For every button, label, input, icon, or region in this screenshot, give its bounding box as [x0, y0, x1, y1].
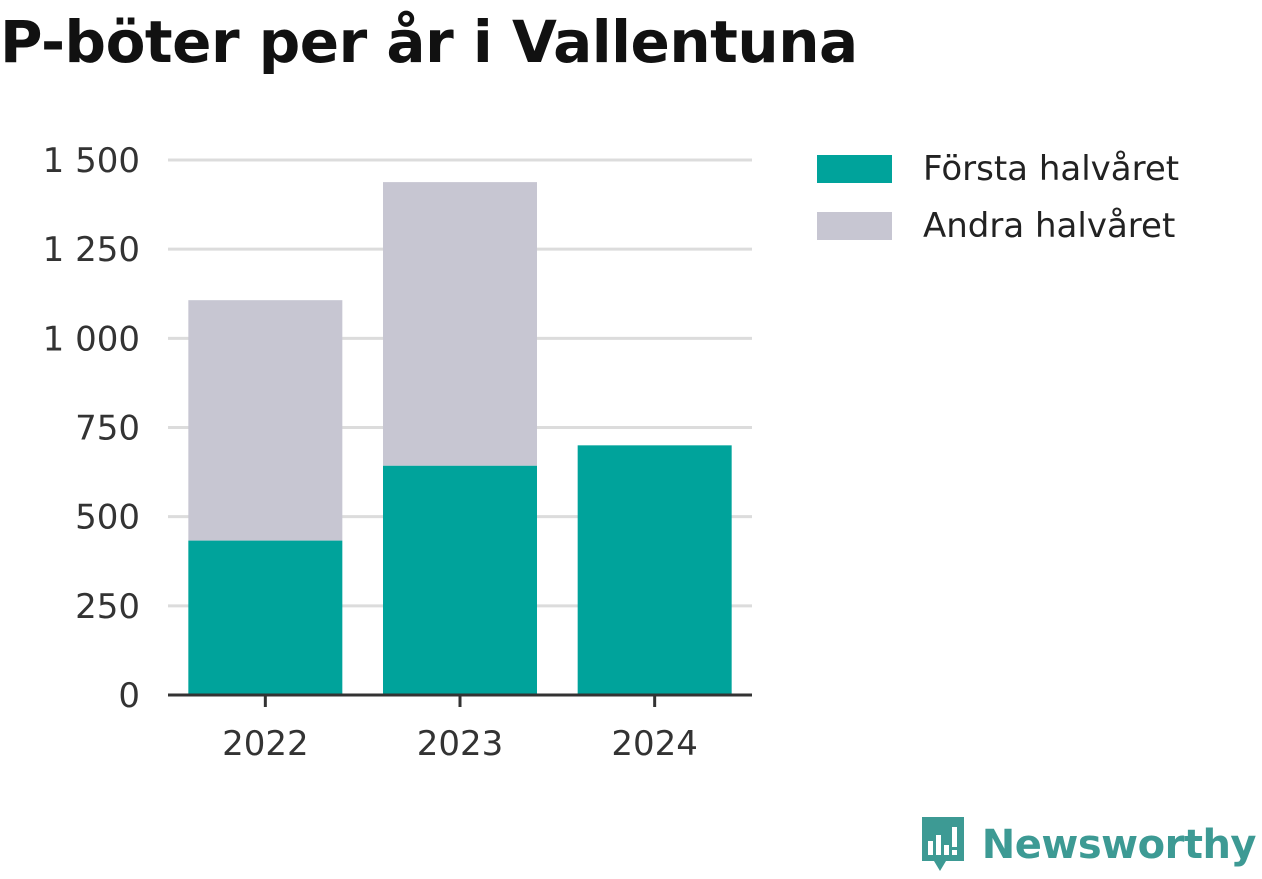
newsworthy-brand: Newsworthy [918, 815, 1257, 875]
y-tick-label: 750 [75, 409, 140, 449]
legend-label-first-half: Första halvåret [923, 148, 1180, 189]
legend: Första halvåret Andra halvåret [817, 140, 1179, 254]
newsworthy-logo-icon [921, 817, 964, 871]
x-tick-label: 2022 [222, 724, 309, 764]
bar-chart: 0 250 500 750 1 000 1 250 1 500 2022 2023 2024 [43, 141, 752, 764]
x-axis [168, 693, 752, 707]
x-tick-labels: 2022 2023 2024 [222, 724, 698, 764]
x-tick-label: 2023 [417, 724, 504, 764]
bar-first-half [188, 540, 343, 695]
bar-first-half [577, 445, 732, 695]
y-tick-label: 1 000 [43, 319, 140, 359]
y-tick-label: 1 250 [43, 230, 140, 270]
y-tick-labels: 0 250 500 750 1 000 1 250 1 500 [43, 141, 140, 716]
x-tick-label: 2024 [611, 724, 698, 764]
legend-item-second-half: Andra halvåret [817, 197, 1179, 254]
legend-item-first-half: Första halvåret [817, 140, 1179, 197]
y-tick-label: 250 [75, 587, 140, 627]
y-tick-label: 500 [75, 498, 140, 538]
chart-title: P-böter per år i Vallentuna [0, 8, 858, 76]
bar-second-half [188, 300, 343, 541]
legend-swatch-first-half [817, 154, 892, 183]
y-tick-label: 0 [118, 676, 140, 716]
brand-label: Newsworthy [981, 822, 1257, 868]
legend-swatch-second-half [817, 211, 892, 240]
legend-label-second-half: Andra halvåret [923, 205, 1176, 246]
bar-second-half [383, 182, 537, 466]
y-tick-label: 1 500 [43, 141, 140, 181]
bars [188, 182, 732, 695]
bar-first-half [383, 465, 537, 695]
